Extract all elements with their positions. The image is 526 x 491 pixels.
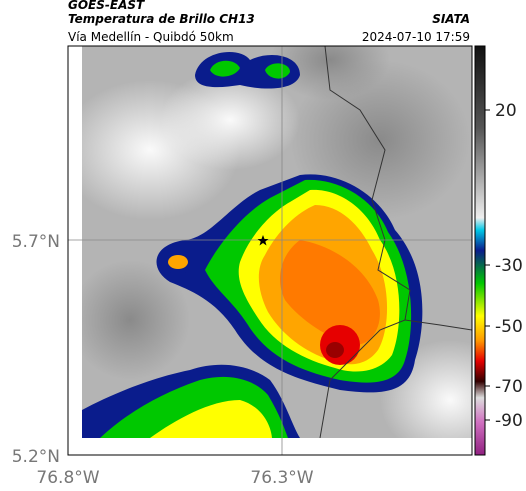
colorbar-tick-label: -70 xyxy=(495,377,523,397)
latitude-label: 5.2°N xyxy=(12,447,60,467)
colorbar xyxy=(474,45,486,456)
satellite-name: GOES-EAST xyxy=(68,0,145,12)
route: Vía Medellín - Quibdó 50km xyxy=(68,30,234,44)
colorbar-tick-label: 20 xyxy=(495,101,517,121)
datetime: 2024-07-10 17:59 xyxy=(362,30,470,44)
chart-title: Temperatura de Brillo CH13 xyxy=(68,12,255,26)
longitude-label: 76.8°W xyxy=(36,468,99,488)
colorbar-ticks: 20 -30 -50 -70 -90 xyxy=(485,101,523,431)
longitude-label: 76.3°W xyxy=(250,468,313,488)
colorbar-tick-label: -90 xyxy=(495,411,523,431)
satellite-image xyxy=(82,46,472,438)
map-frame xyxy=(67,45,473,456)
map-margin xyxy=(82,438,472,455)
colorbar-tick-label: -50 xyxy=(495,317,523,337)
agency: SIATA xyxy=(432,12,470,26)
latitude-label: 5.7°N xyxy=(12,232,60,252)
colorbar-tick-label: -30 xyxy=(495,256,523,276)
location-star xyxy=(257,235,269,246)
